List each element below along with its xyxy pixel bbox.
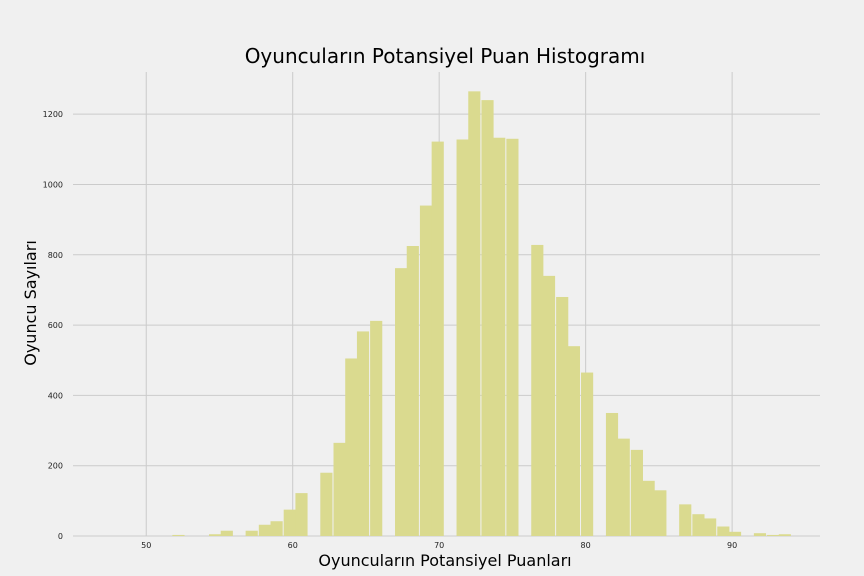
histogram-bar (605, 412, 619, 536)
histogram-bar (395, 268, 408, 536)
histogram-bar (778, 534, 791, 536)
histogram-bar (753, 533, 767, 536)
histogram-bar (208, 534, 222, 536)
histogram-bar (356, 331, 370, 536)
histogram-bar (717, 526, 730, 536)
histogram-bar (345, 358, 358, 536)
histogram-bar (493, 137, 506, 536)
y-tick-label: 200 (48, 462, 63, 471)
histogram-bar (258, 524, 271, 536)
histogram-bar (617, 438, 630, 536)
x-tick-label: 90 (727, 541, 737, 550)
histogram-bar (270, 521, 283, 536)
x-tick-label: 50 (141, 541, 151, 550)
histogram-bar (456, 139, 469, 536)
histogram-bar (581, 372, 594, 536)
y-tick-label: 800 (48, 251, 63, 260)
y-tick-label: 0 (58, 532, 63, 541)
histogram-bar (630, 449, 643, 536)
histogram-bar (531, 244, 544, 537)
histogram-bar (642, 480, 655, 536)
histogram-bar (692, 514, 705, 536)
histogram-bar (245, 530, 258, 536)
x-tick-label: 80 (581, 541, 591, 550)
histogram-bar (728, 531, 742, 536)
histogram-bar (283, 509, 296, 536)
histogram-bar (542, 275, 556, 536)
y-axis-label: Oyuncu Sayıları (21, 240, 40, 366)
histogram-bar (172, 534, 185, 536)
histogram-bars (172, 91, 791, 537)
histogram-bar (419, 205, 433, 537)
histogram-bar (468, 91, 481, 536)
histogram-bar (567, 346, 581, 536)
x-axis-label: Oyuncuların Potansiyel Puanları (318, 551, 571, 570)
tick-labels: 50 60 70 80 90 0 200 400 600 800 1000 1200 (43, 110, 738, 550)
histogram-bar (506, 138, 519, 536)
x-tick-label: 70 (434, 541, 444, 550)
histogram-bar (220, 530, 233, 536)
histogram-bar (556, 296, 569, 536)
y-tick-label: 1200 (43, 110, 63, 119)
y-tick-label: 1000 (43, 180, 63, 189)
histogram-bar (370, 320, 383, 536)
histogram-bar (295, 493, 308, 536)
chart-title: Oyuncuların Potansiyel Puan Histogramı (245, 44, 646, 68)
y-tick-label: 400 (48, 391, 63, 400)
histogram-bar (320, 472, 333, 536)
histogram-bar (406, 246, 419, 536)
x-tick-label: 60 (288, 541, 298, 550)
histogram-bar (767, 534, 780, 536)
histogram-bar (654, 490, 667, 536)
grid-lines (73, 72, 820, 537)
histogram-bar (704, 518, 717, 536)
histogram-bar (333, 442, 346, 536)
histogram-bar (679, 504, 692, 536)
y-tick-label: 600 (48, 321, 63, 330)
histogram-bar (481, 100, 494, 536)
histogram-bar (431, 141, 444, 536)
